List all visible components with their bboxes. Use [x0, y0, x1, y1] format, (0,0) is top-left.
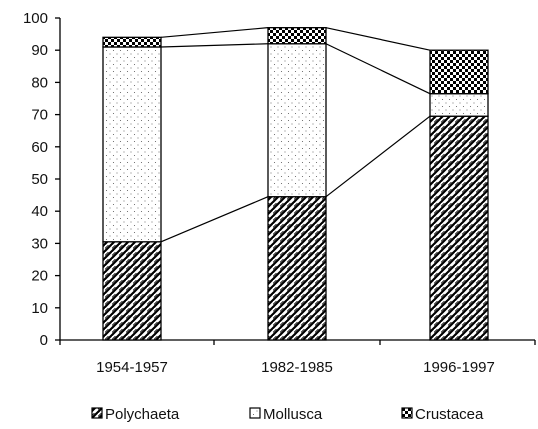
bar-segment-mollusca — [102, 46, 162, 243]
legend-swatch-crustacea — [401, 407, 413, 419]
legend-swatch-mollusca — [249, 407, 261, 419]
bars — [102, 27, 489, 341]
bar-segment-crustacea — [429, 49, 489, 95]
bar-segment-polychaeta — [267, 196, 327, 341]
y-tick-label: 10 — [31, 300, 48, 317]
connector-line — [160, 196, 269, 243]
y-tick-label: 60 — [31, 139, 48, 156]
bar-segment-crustacea — [102, 36, 162, 48]
x-tick-label: 1982-1985 — [261, 359, 333, 376]
y-tick-label: 80 — [31, 74, 48, 91]
bar-segment-mollusca — [267, 43, 327, 198]
axis-labels: 0 10 20 30 40 50 60 70 80 90 100 1954-1957 1982-1985… — [23, 10, 495, 376]
y-tick-label: 20 — [31, 268, 48, 285]
y-tick-label: 70 — [31, 107, 48, 124]
x-tick-label: 1996-1997 — [423, 359, 495, 376]
connector-line — [160, 27, 269, 38]
connector-line — [325, 43, 431, 95]
legend: Polychaeta Mollusca Crustacea — [91, 406, 484, 423]
connector-line — [325, 27, 431, 51]
y-tick-label: 50 — [31, 171, 48, 188]
legend-swatch-polychaeta — [91, 407, 103, 419]
bar-segment-polychaeta — [102, 241, 162, 341]
bar-segment-crustacea — [267, 27, 327, 45]
connector-line — [325, 115, 431, 198]
y-tick-label: 40 — [31, 203, 48, 220]
y-tick-label: 100 — [23, 10, 48, 27]
connector-lines — [160, 27, 431, 243]
legend-label-crustacea: Crustacea — [415, 406, 484, 423]
y-tick-label: 0 — [40, 332, 48, 349]
y-tick-label: 30 — [31, 235, 48, 252]
y-tick-label: 90 — [31, 42, 48, 59]
x-tick-label: 1954-1957 — [96, 359, 168, 376]
legend-label-mollusca: Mollusca — [263, 406, 323, 423]
legend-label-polychaeta: Polychaeta — [105, 406, 180, 423]
bar-segment-polychaeta — [429, 115, 489, 341]
connector-line — [160, 43, 269, 48]
bar-segment-mollusca — [429, 93, 489, 117]
